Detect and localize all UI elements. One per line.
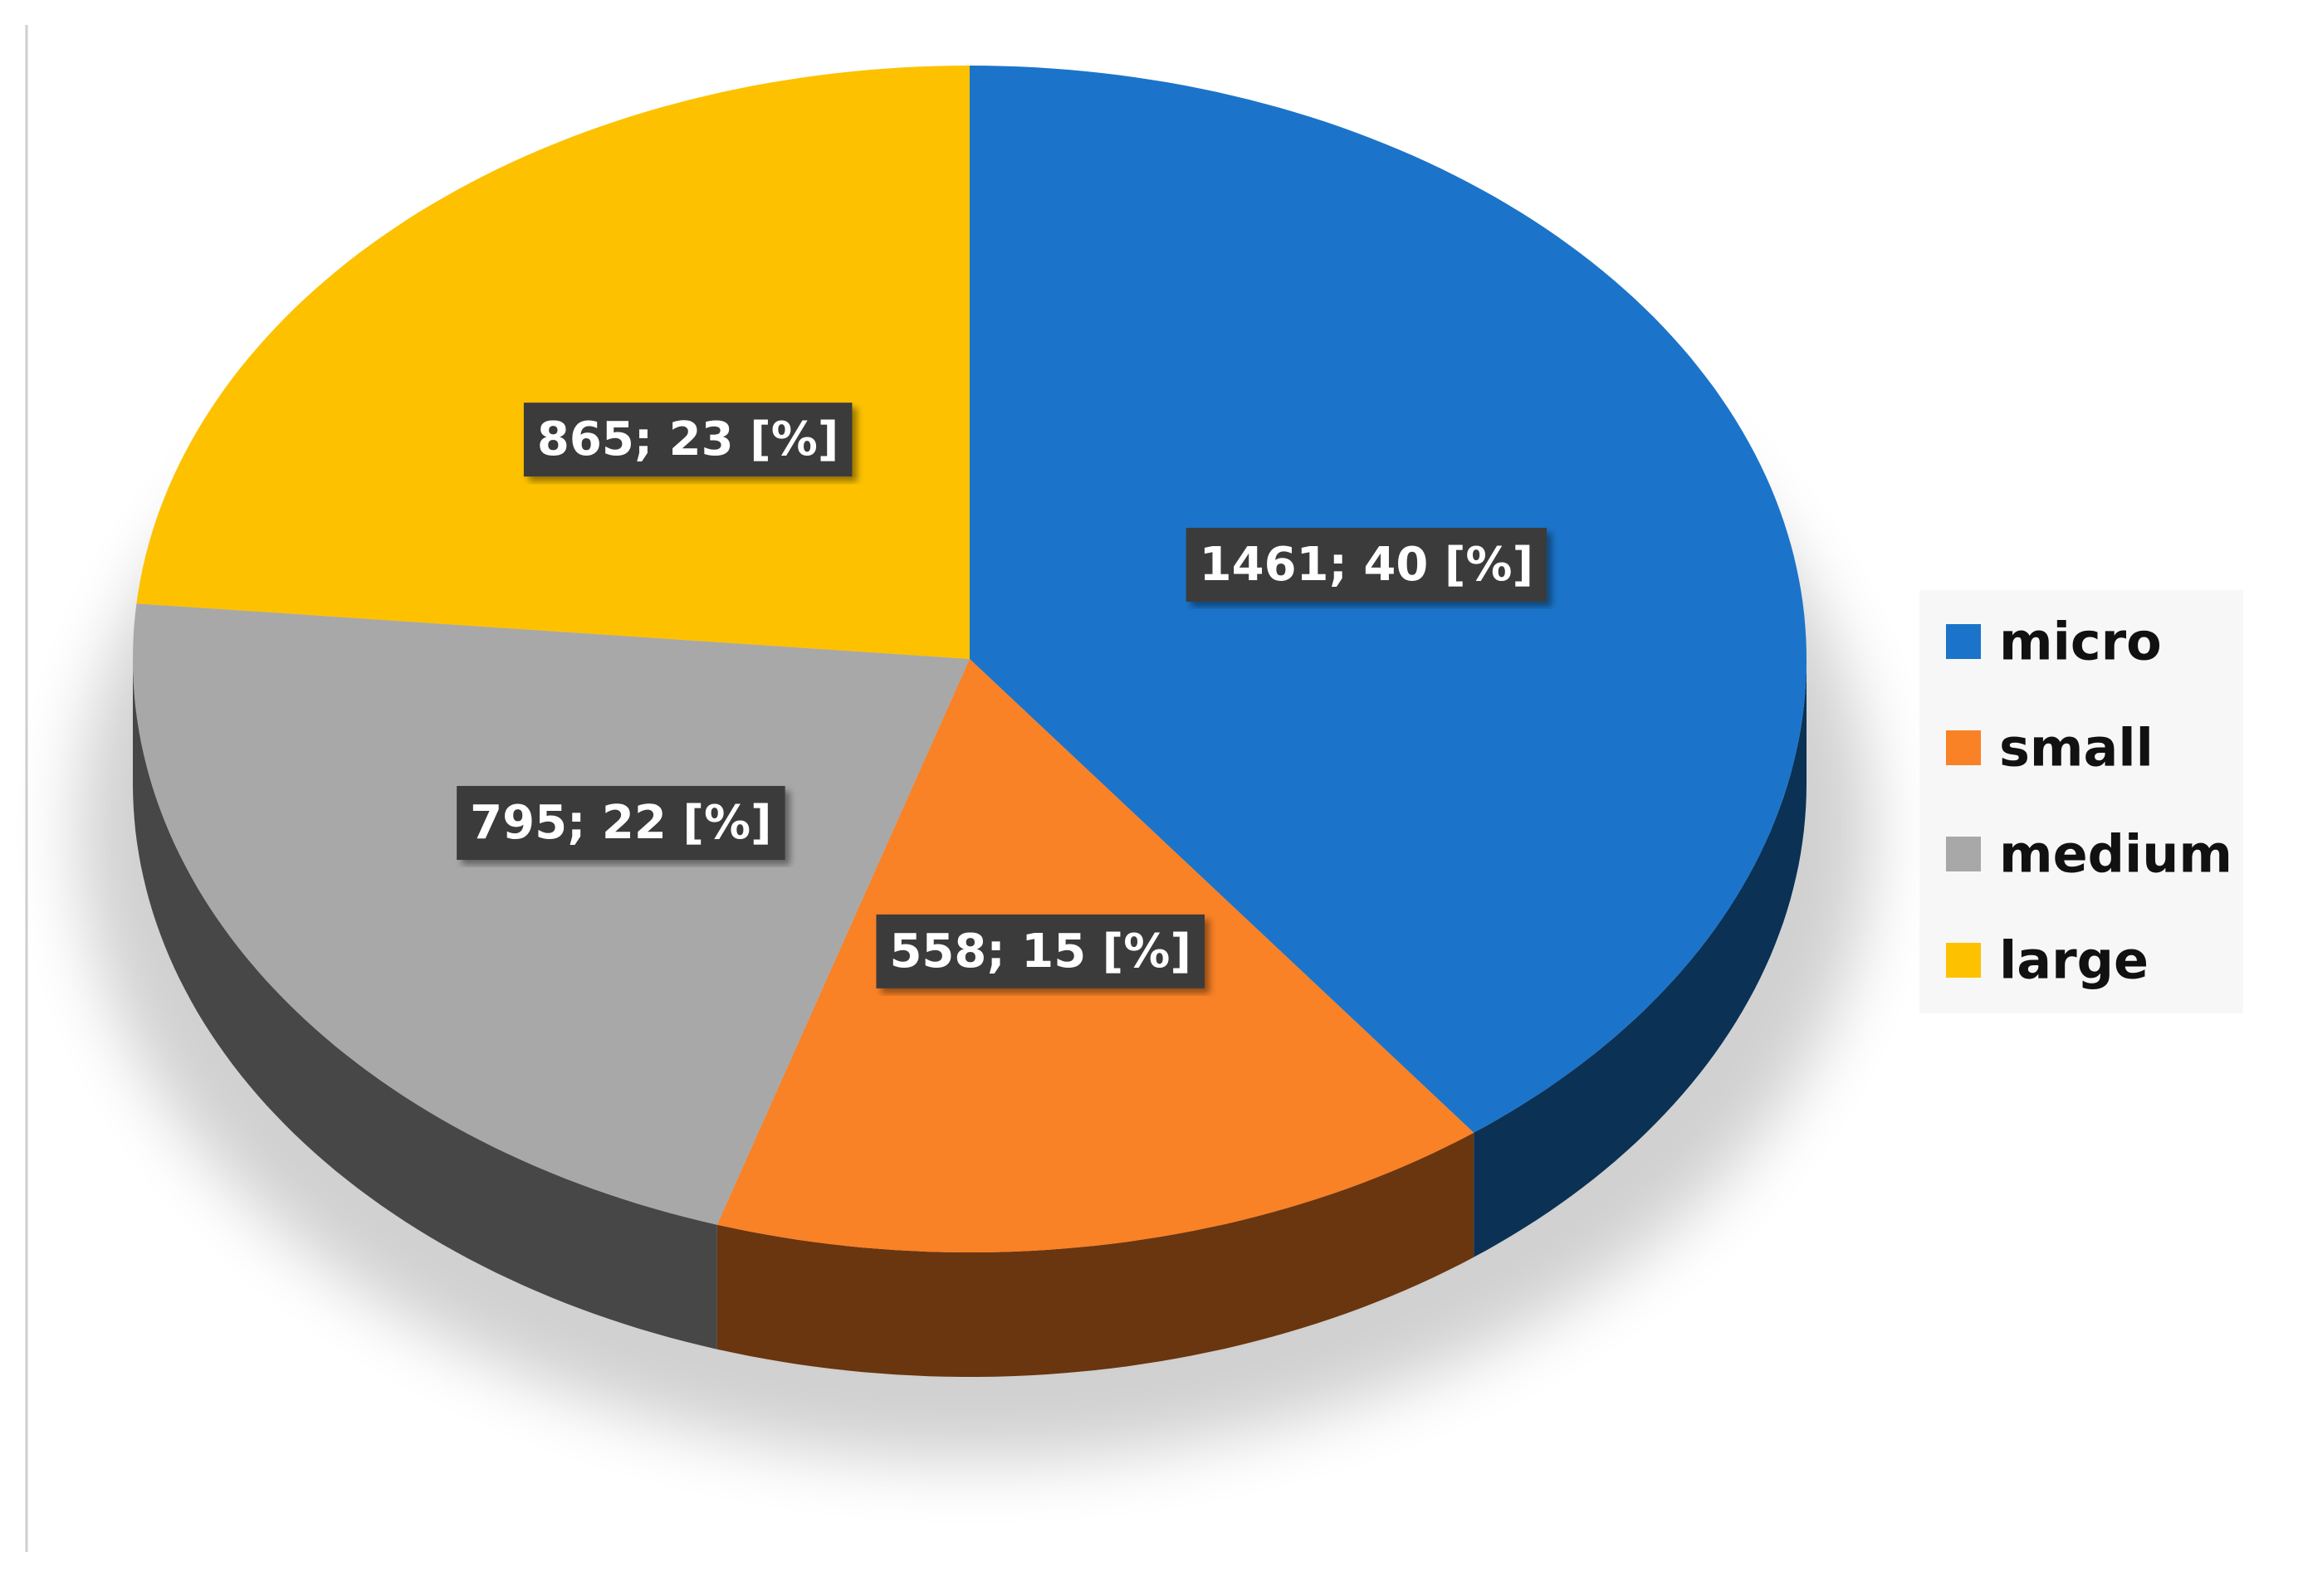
legend-swatch [1946,943,1981,978]
data-label-box [876,914,1205,988]
legend-label: large [1999,930,2149,991]
data-label-text: 865; 23 [%] [537,412,839,466]
legend-label: medium [1999,824,2232,885]
data-label-text: 558; 15 [%] [889,925,1191,979]
slice [136,66,970,659]
slice-side [1474,659,1807,1257]
data-label-text: 795; 22 [%] [470,796,772,850]
side-walls [133,659,1807,1377]
data-label: 558; 15 [%] [876,914,1205,988]
data-label: 865; 23 [%] [523,403,853,477]
slice [133,603,970,1225]
data-label-box [1186,527,1547,602]
data-label: 795; 22 [%] [457,786,785,861]
data-label-box [457,786,785,861]
data-labels: 1461; 40 [%] 558; 15 [%] 795; 22 [%] 865; 2… [457,403,1547,988]
legend-label: micro [1999,612,2162,672]
slice-side [133,659,717,1350]
top-faces [133,66,1807,1252]
slice-side [716,1132,1474,1377]
legend-swatch [1946,837,1981,871]
data-label-text: 1461; 40 [%] [1200,538,1533,592]
legend: micro small medium large [1919,590,2243,1013]
data-label-box [523,403,853,477]
data-label: 1461; 40 [%] [1186,527,1547,602]
legend-swatch [1946,730,1981,765]
legend-swatch [1946,624,1981,659]
legend-label: small [1999,718,2154,778]
